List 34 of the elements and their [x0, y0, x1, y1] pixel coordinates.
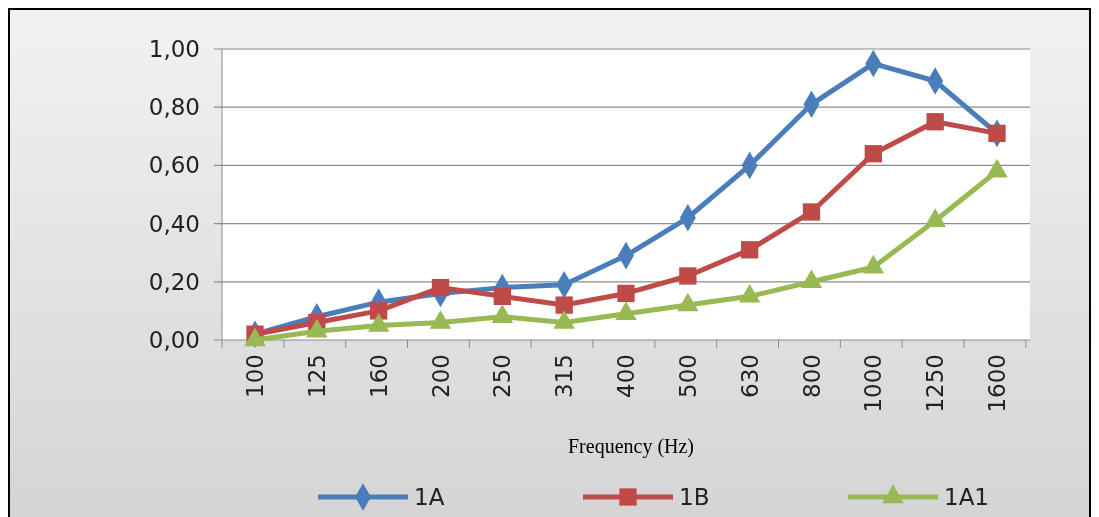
x-tick-label: 160 [365, 354, 392, 398]
point [431, 278, 450, 297]
y-tick-label: 0,80 [148, 94, 200, 121]
x-tick-label: 1600 [984, 354, 1010, 413]
point [741, 241, 759, 259]
legend-label: 1B [679, 484, 710, 510]
x-tick-label: 500 [674, 354, 701, 398]
x-tick-label: 200 [427, 354, 454, 398]
x-tick-label: 800 [798, 354, 825, 398]
y-tick-label: 1,00 [148, 36, 200, 62]
y-tick-label: 0,60 [148, 152, 200, 179]
x-axis-title: Frequency (Hz) [567, 435, 695, 458]
point [926, 113, 944, 131]
x-tick-label: 1250 [922, 354, 949, 413]
point [988, 124, 1006, 143]
point [555, 296, 573, 314]
y-tick-label: 0,40 [148, 210, 200, 237]
x-tick-label: 1000 [860, 354, 887, 413]
x-tick-label: 400 [613, 354, 639, 398]
x-tick-label: 100 [242, 354, 268, 398]
point [802, 203, 821, 221]
point [679, 267, 697, 285]
x-tick-label: 315 [551, 354, 578, 398]
point [370, 302, 388, 320]
x-tick-label: 250 [489, 354, 516, 398]
point [617, 284, 635, 303]
point [493, 287, 511, 306]
x-tick-label: 630 [736, 354, 763, 398]
x-tick-label: 125 [303, 354, 330, 398]
point [864, 145, 882, 163]
legend-label: 1A [414, 484, 445, 510]
legend-label: 1A1 [944, 484, 990, 510]
y-tick-label: 0,20 [148, 268, 200, 295]
y-tick-label: 0,00 [148, 327, 200, 353]
